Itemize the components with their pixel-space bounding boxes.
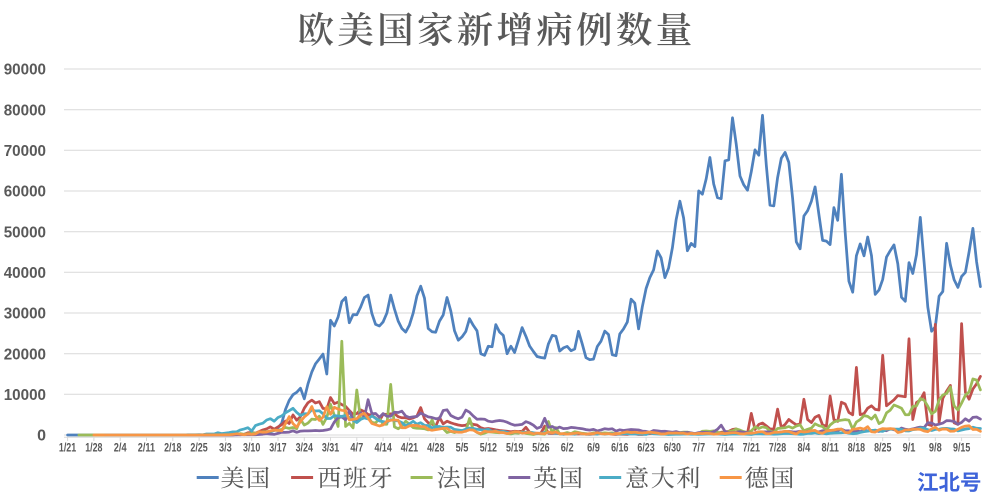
svg-text:3/31: 3/31 bbox=[322, 441, 340, 455]
svg-text:30000: 30000 bbox=[4, 306, 46, 323]
svg-text:5/26: 5/26 bbox=[532, 441, 550, 455]
svg-text:7/28: 7/28 bbox=[769, 441, 787, 455]
svg-text:10000: 10000 bbox=[4, 387, 46, 404]
svg-text:1/28: 1/28 bbox=[85, 441, 103, 455]
svg-text:2/11: 2/11 bbox=[138, 441, 156, 455]
svg-text:2/25: 2/25 bbox=[190, 441, 208, 455]
svg-text:3/17: 3/17 bbox=[269, 441, 287, 455]
svg-text:8/11: 8/11 bbox=[822, 441, 840, 455]
svg-text:4/21: 4/21 bbox=[401, 441, 419, 455]
svg-text:7/21: 7/21 bbox=[743, 441, 761, 455]
svg-text:9/15: 9/15 bbox=[953, 441, 971, 455]
svg-text:90000: 90000 bbox=[4, 62, 46, 79]
svg-text:4/14: 4/14 bbox=[375, 441, 393, 455]
svg-text:8/4: 8/4 bbox=[798, 441, 811, 455]
svg-text:5/19: 5/19 bbox=[506, 441, 524, 455]
svg-text:40000: 40000 bbox=[4, 265, 46, 282]
svg-text:7/7: 7/7 bbox=[692, 441, 705, 455]
svg-text:6/2: 6/2 bbox=[561, 441, 574, 455]
svg-text:6/9: 6/9 bbox=[587, 441, 600, 455]
svg-text:4/7: 4/7 bbox=[350, 441, 363, 455]
svg-text:5/12: 5/12 bbox=[480, 441, 498, 455]
svg-text:5/5: 5/5 bbox=[456, 441, 469, 455]
svg-text:3/24: 3/24 bbox=[296, 441, 314, 455]
svg-text:9/1: 9/1 bbox=[903, 441, 916, 455]
svg-text:20000: 20000 bbox=[4, 346, 46, 363]
svg-text:3/10: 3/10 bbox=[243, 441, 261, 455]
svg-text:1/21: 1/21 bbox=[59, 441, 77, 455]
svg-text:2/4: 2/4 bbox=[114, 441, 127, 455]
svg-text:9/8: 9/8 bbox=[929, 441, 942, 455]
svg-text:6/23: 6/23 bbox=[637, 441, 655, 455]
svg-text:60000: 60000 bbox=[4, 184, 46, 201]
svg-text:0: 0 bbox=[37, 428, 46, 445]
svg-text:80000: 80000 bbox=[4, 102, 46, 119]
svg-text:4/28: 4/28 bbox=[427, 441, 445, 455]
svg-text:70000: 70000 bbox=[4, 143, 46, 160]
svg-text:6/16: 6/16 bbox=[611, 441, 629, 455]
svg-text:8/25: 8/25 bbox=[874, 441, 892, 455]
svg-text:3/3: 3/3 bbox=[219, 441, 232, 455]
svg-text:6/30: 6/30 bbox=[664, 441, 682, 455]
svg-text:8/18: 8/18 bbox=[848, 441, 866, 455]
svg-text:7/14: 7/14 bbox=[716, 441, 734, 455]
svg-text:50000: 50000 bbox=[4, 224, 46, 241]
svg-text:2/18: 2/18 bbox=[164, 441, 182, 455]
